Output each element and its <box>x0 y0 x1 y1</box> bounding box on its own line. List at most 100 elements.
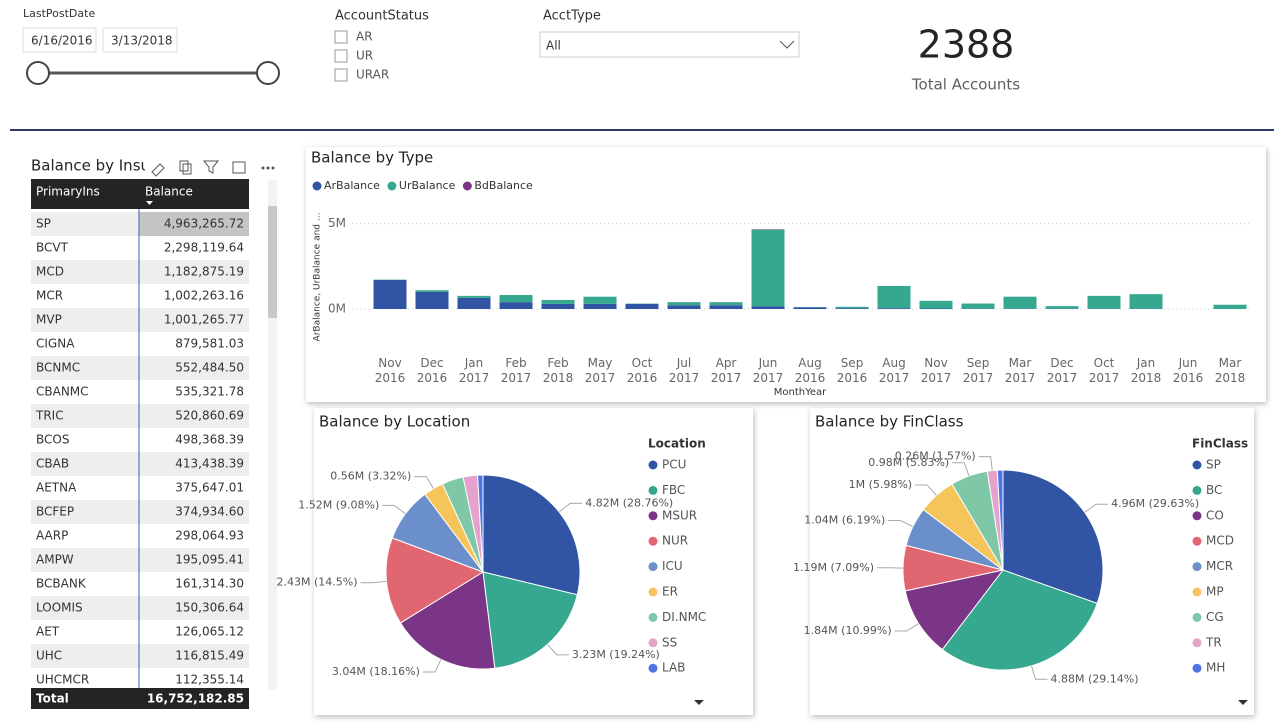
legend-label: NUR <box>662 534 688 548</box>
x-tick-label: Feb 2018 <box>543 356 574 385</box>
legend-label: MSUR <box>662 508 697 522</box>
dropdown-value[interactable]: All <box>546 39 561 53</box>
bar-segment <box>1087 295 1121 309</box>
cell: SP <box>36 217 51 231</box>
legend-marker <box>1192 485 1202 495</box>
legend-label: FBC <box>662 483 685 497</box>
legend-label: ICU <box>662 559 683 573</box>
cell: 375,647.01 <box>175 481 244 495</box>
date-input[interactable] <box>102 27 178 53</box>
table-title: Balance by Insu <box>31 157 150 175</box>
bar-segment <box>1003 296 1037 309</box>
bar-segment <box>919 308 953 309</box>
cell: UHCMCR <box>36 673 89 687</box>
bar-segment <box>1045 306 1079 309</box>
legend-scroll[interactable] <box>694 700 704 705</box>
bar-segment <box>835 308 869 309</box>
legend-marker <box>648 638 658 648</box>
column-header[interactable]: Balance <box>145 185 193 199</box>
data-label: 1.04M (6.19%) <box>804 514 885 527</box>
x-tick-label: Jun 2016 <box>1173 356 1204 385</box>
bar-segment <box>457 297 491 309</box>
kpi-value: 2388 <box>918 23 1015 67</box>
header-icons <box>151 160 275 177</box>
leader-line <box>414 476 434 489</box>
slider-handle[interactable] <box>26 61 50 85</box>
data-label: 0.26M (1.57%) <box>895 450 976 463</box>
cell: MVP <box>36 313 62 327</box>
scrollbar[interactable] <box>268 180 277 690</box>
leader-line <box>888 520 914 528</box>
x-tick-label: Apr 2017 <box>711 356 742 385</box>
x-tick-label: Nov 2017 <box>921 356 952 385</box>
cell: 112,355.14 <box>175 673 244 687</box>
legend-marker <box>1192 562 1202 572</box>
legend-marker <box>1192 638 1202 648</box>
chart-title: Balance by Location <box>319 413 470 431</box>
legend-marker <box>462 181 472 191</box>
leader-line <box>952 462 970 477</box>
checkbox[interactable] <box>334 49 348 63</box>
legend-label: ER <box>662 585 678 599</box>
checkbox-label: URAR <box>356 68 389 82</box>
legend-label: MH <box>1206 661 1225 675</box>
column-header[interactable]: PrimaryIns <box>36 185 100 199</box>
slicer-label: AccountStatus <box>335 9 429 24</box>
data-label: 1M (5.98%) <box>849 478 913 491</box>
x-tick-label: Jan 2018 <box>1131 356 1162 385</box>
table-row <box>31 524 249 548</box>
checkbox[interactable] <box>334 30 348 44</box>
date-start[interactable]: 6/16/2016 <box>31 34 93 48</box>
slider-handle[interactable] <box>256 61 280 85</box>
legend-marker <box>648 612 658 622</box>
legend-label: MCR <box>1206 559 1233 573</box>
legend-marker <box>1192 612 1202 622</box>
legend-marker <box>648 587 658 597</box>
date-input[interactable] <box>22 27 97 53</box>
x-tick-label: Oct 2017 <box>1089 356 1120 385</box>
data-label: 0.56M (3.32%) <box>330 470 411 483</box>
scroll-thumb[interactable] <box>268 206 277 318</box>
cell: AET <box>36 625 60 639</box>
y-tick-label: 5M <box>328 216 346 230</box>
checkbox[interactable] <box>334 68 348 82</box>
dropdown-arrow <box>779 40 795 49</box>
cell: BCNMC <box>36 361 80 375</box>
legend-scroll[interactable] <box>1238 700 1248 705</box>
pie-slice <box>941 569 1098 671</box>
bar-segment <box>415 290 449 292</box>
table-row <box>31 404 249 428</box>
x-tick-label: Aug 2016 <box>795 356 826 385</box>
x-tick-label: Mar 2018 <box>1215 356 1246 385</box>
cell: BCVT <box>36 241 69 255</box>
legend-marker <box>312 181 322 191</box>
table-header <box>31 179 249 209</box>
leader-line <box>422 659 442 673</box>
slicer-label: LastPostDate <box>23 7 95 20</box>
table-row <box>31 572 249 596</box>
cell: 1,002,263.16 <box>164 289 244 303</box>
leader-line <box>547 644 569 656</box>
total-label: Total <box>36 692 69 706</box>
header-icons-bg <box>145 152 280 178</box>
legend-marker <box>1192 460 1202 470</box>
legend-label: BC <box>1206 483 1222 497</box>
bar-segment <box>709 302 743 306</box>
table-row <box>31 356 249 380</box>
bar-segment <box>709 305 743 309</box>
sort-arrow <box>146 201 153 205</box>
bar-segment <box>415 291 449 309</box>
bar-segment <box>583 296 617 304</box>
bar-segment <box>877 308 911 309</box>
date-end[interactable]: 3/13/2018 <box>111 34 173 48</box>
cell: MCR <box>36 289 63 303</box>
cell: 126,065.12 <box>175 625 244 639</box>
leader-line <box>978 456 993 471</box>
cell: CIGNA <box>36 337 75 351</box>
dropdown[interactable] <box>539 31 800 58</box>
cell: 879,581.03 <box>175 337 244 351</box>
legend-label: LAB <box>662 661 685 675</box>
cell: 150,306.64 <box>175 601 244 615</box>
cell: AMPW <box>36 553 74 567</box>
cell: 520,860.69 <box>175 409 244 423</box>
